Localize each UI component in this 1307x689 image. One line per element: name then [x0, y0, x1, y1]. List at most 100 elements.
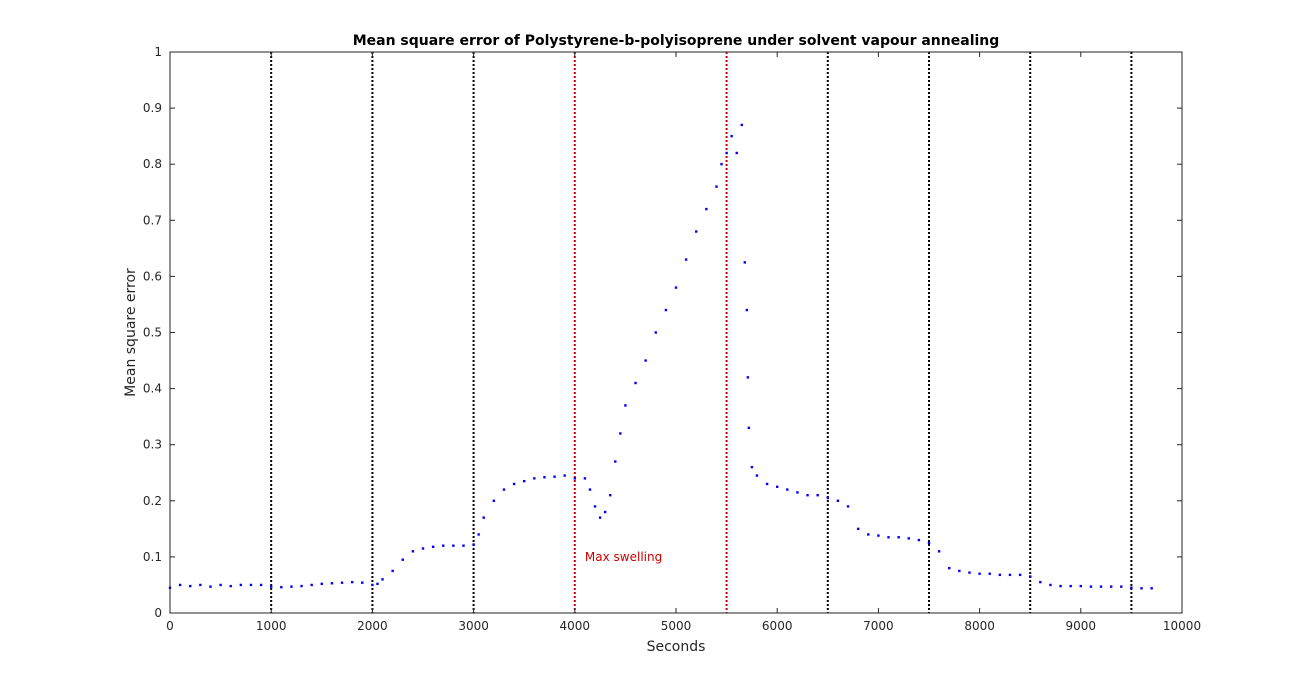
- data-point: [320, 582, 323, 586]
- data-point: [280, 585, 283, 589]
- data-point: [816, 493, 819, 497]
- data-point: [705, 207, 708, 211]
- data-point: [472, 543, 475, 546]
- y-tick-label: 0.6: [143, 269, 162, 283]
- x-axis: 0 1000 2000 3000 4000 5000 6000 7000 8000 9000 100…: [166, 52, 1201, 633]
- data-point: [750, 465, 754, 469]
- data-point: [806, 493, 809, 497]
- data-point: [563, 474, 566, 477]
- data-point: [431, 545, 435, 549]
- x-tick-label: 3000: [458, 619, 489, 633]
- x-tick-label: 7000: [863, 619, 894, 633]
- data-point: [1109, 585, 1113, 588]
- data-point: [917, 538, 921, 542]
- data-point: [229, 584, 232, 588]
- y-tick-label: 0.2: [143, 494, 162, 508]
- x-tick-label: 8000: [964, 619, 995, 633]
- data-point: [1140, 587, 1143, 590]
- data-point: [401, 558, 404, 561]
- x-tick-label: 2000: [357, 619, 388, 633]
- y-tick-label: 0.9: [143, 101, 162, 115]
- data-point: [350, 580, 354, 584]
- y-tick-label: 0: [154, 606, 162, 620]
- scatter-points: [168, 123, 1153, 590]
- data-point: [259, 583, 263, 587]
- data-point: [674, 286, 678, 289]
- data-point: [573, 477, 576, 480]
- data-point: [730, 134, 733, 138]
- y-axis: 0 0.1 0.2 0.3 0.4 0.5 0.6 0.7 0.8 0.9 1: [143, 45, 1182, 620]
- data-point: [846, 505, 850, 508]
- data-point: [998, 573, 1002, 577]
- x-tick-label: 9000: [1066, 619, 1097, 633]
- data-point: [361, 581, 364, 584]
- data-point: [725, 151, 728, 155]
- data-point: [796, 491, 799, 494]
- data-point: [743, 261, 747, 264]
- data-point: [1049, 583, 1052, 587]
- data-point: [715, 185, 718, 188]
- data-point: [937, 550, 941, 553]
- y-tick-label: 1: [154, 45, 162, 59]
- data-point: [644, 359, 647, 362]
- data-point: [836, 499, 840, 502]
- chart-title: Mean square error of Polystyrene-b-polyi…: [353, 33, 1000, 49]
- data-point: [634, 381, 637, 385]
- x-tick-label: 4000: [560, 619, 591, 633]
- data-point: [593, 505, 597, 508]
- data-point: [462, 544, 465, 547]
- data-point: [958, 569, 961, 573]
- data-point: [1099, 585, 1103, 588]
- y-tick-label: 0.8: [143, 157, 162, 171]
- data-point: [746, 376, 750, 379]
- data-point: [477, 533, 480, 536]
- data-point: [553, 475, 556, 478]
- data-point: [1079, 584, 1082, 588]
- data-point: [1029, 575, 1032, 578]
- data-point: [1089, 585, 1093, 588]
- data-point: [598, 516, 602, 519]
- data-point: [619, 432, 622, 435]
- data-point: [533, 477, 536, 480]
- data-point: [948, 566, 951, 570]
- data-point: [376, 582, 379, 586]
- data-point: [624, 404, 627, 407]
- data-point: [502, 488, 506, 491]
- data-point: [1120, 585, 1123, 588]
- x-tick-label: 0: [166, 619, 174, 633]
- data-point: [664, 308, 668, 312]
- data-point: [588, 488, 592, 491]
- data-point: [1018, 573, 1022, 577]
- data-point: [482, 516, 485, 519]
- data-point: [776, 485, 779, 488]
- y-tick-label: 0.7: [143, 213, 162, 227]
- data-point: [421, 547, 425, 550]
- y-axis-label: Mean square error: [123, 268, 139, 397]
- data-point: [747, 426, 751, 430]
- y-tick-label: 0.5: [143, 326, 162, 340]
- data-point: [609, 493, 612, 497]
- x-axis-label: Seconds: [647, 639, 706, 655]
- y-tick-label: 0.3: [143, 438, 162, 452]
- data-point: [583, 477, 587, 480]
- data-point: [1130, 586, 1133, 589]
- data-point: [178, 583, 182, 587]
- data-point: [411, 550, 415, 553]
- data-point: [1039, 580, 1042, 584]
- annotation-label: Max swelling: [585, 550, 662, 564]
- data-point: [1059, 584, 1062, 588]
- data-point: [330, 582, 334, 585]
- data-point: [300, 584, 303, 588]
- data-point: [695, 230, 698, 233]
- data-point: [826, 496, 829, 500]
- y-tick-label: 0.4: [143, 382, 162, 396]
- data-point: [442, 544, 445, 547]
- data-point: [654, 331, 657, 334]
- data-point: [740, 123, 743, 127]
- data-point: [512, 482, 516, 486]
- x-tick-label: 1000: [256, 619, 287, 633]
- data-point: [877, 534, 880, 537]
- data-point: [310, 583, 313, 587]
